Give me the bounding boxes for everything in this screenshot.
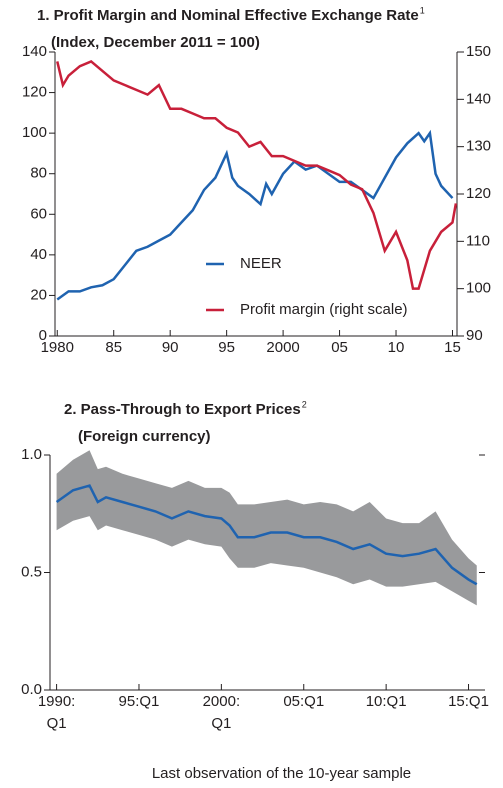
legend-label: Profit margin (right scale) <box>240 301 408 318</box>
x-tick-label: 10 <box>388 339 405 356</box>
y-tick-label: 140 <box>22 43 47 60</box>
chart-subtitle: (Index, December 2011 = 100) <box>51 34 260 51</box>
title-note: 1 <box>420 5 425 15</box>
y-tick-label: 0 <box>39 327 47 344</box>
x-tick-label: 85 <box>105 339 122 356</box>
legend-label: NEER <box>240 255 282 272</box>
y-tick-label: 0.5 <box>21 563 42 580</box>
y-tick-label: 100 <box>22 124 47 141</box>
y2-tick-label: 120 <box>466 185 491 202</box>
y2-tick-label: 150 <box>466 43 491 60</box>
chart-title: 2. Pass-Through to Export Prices <box>64 401 301 418</box>
confidence-band <box>56 450 477 606</box>
y2-tick-label: 90 <box>466 327 483 344</box>
y-tick-label: 1.0 <box>21 446 42 463</box>
y-tick-label: 80 <box>30 165 47 182</box>
x-tick-label: 90 <box>162 339 179 356</box>
x-tick-label: 15:Q1 <box>448 693 489 710</box>
x-tick-label: 1990: Q1 <box>38 693 76 732</box>
x-tick-label: 10:Q1 <box>366 693 407 710</box>
y2-tick-label: 110 <box>466 232 490 249</box>
y2-tick-label: 130 <box>466 138 491 155</box>
x-tick-label: 2000 <box>266 339 299 356</box>
x-tick-label: 05 <box>331 339 348 356</box>
chart-subtitle: (Foreign currency) <box>78 428 211 445</box>
y-tick-label: 120 <box>22 84 47 101</box>
series-line <box>55 484 478 586</box>
x-tick-label: 05:Q1 <box>283 693 324 710</box>
x-tick-label: 1980 <box>41 339 74 356</box>
x-tick-label: 95:Q1 <box>119 693 160 710</box>
y2-tick-label: 140 <box>466 90 491 107</box>
x-tick-label: 95 <box>218 339 235 356</box>
series-line <box>56 129 454 301</box>
y-tick-label: 60 <box>30 205 47 222</box>
y-tick-label: 0.0 <box>21 681 42 698</box>
y-tick-label: 40 <box>30 246 47 263</box>
series-line <box>56 60 458 290</box>
y-tick-label: 20 <box>30 286 47 303</box>
x-axis-label: Last observation of the 10-year sample <box>152 765 411 782</box>
y2-tick-label: 100 <box>466 280 491 297</box>
x-tick-label: 2000: Q1 <box>203 693 241 732</box>
title-note: 2 <box>302 399 307 409</box>
x-tick-label: 15 <box>444 339 461 356</box>
chart-title: 1. Profit Margin and Nominal Effective E… <box>37 7 419 24</box>
